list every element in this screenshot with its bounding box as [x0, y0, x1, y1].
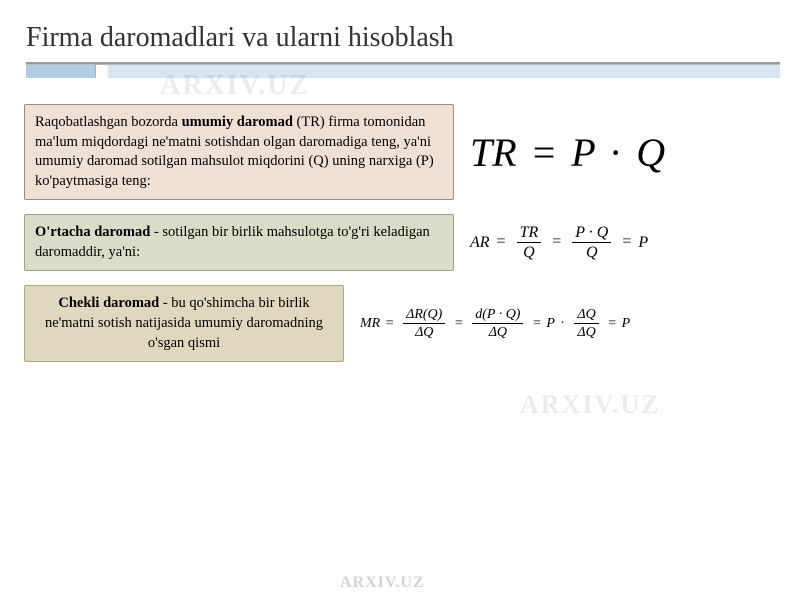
frac-den: ΔQ	[574, 324, 598, 340]
ar-frac-1: TR Q	[517, 224, 542, 262]
mr-description-box: Chekli daromad - bu qo'shimcha bir birli…	[24, 285, 344, 362]
frac-den: Q	[517, 243, 542, 262]
row-mr: Chekli daromad - bu qo'shimcha bir birli…	[24, 285, 776, 362]
ar-lhs: AR	[470, 233, 490, 250]
frac-den: Q	[572, 243, 611, 262]
ar-rhs: P	[638, 233, 648, 250]
row-ar: O'rtacha daromad - sotilgan bir birlik m…	[24, 214, 776, 271]
tr-q: Q	[636, 130, 665, 175]
accent-block-right	[108, 65, 780, 78]
page-title: Firma daromadlari va ularni hisoblash	[26, 22, 780, 54]
mr-lhs: MR	[360, 316, 380, 331]
tr-p: P	[571, 130, 595, 175]
eq-sign: =	[386, 316, 394, 331]
tr-lhs: TR	[470, 130, 517, 175]
title-bar: Firma daromadlari va ularni hisoblash	[0, 0, 800, 86]
frac-den: ΔQ	[472, 324, 523, 340]
dot-operator: ·	[609, 130, 622, 175]
frac-num: ΔQ	[574, 307, 598, 324]
watermark-footer: ARXIV.UZ	[340, 574, 425, 592]
mr-mid-p: P	[546, 316, 554, 331]
accent-gap	[96, 65, 108, 78]
eq-sign: =	[608, 316, 616, 331]
eq-sign: =	[533, 316, 541, 331]
mr-frac-2: d(P · Q) ΔQ	[472, 307, 523, 341]
eq-sign: =	[533, 130, 556, 175]
dot-operator: ·	[560, 316, 565, 331]
frac-num: d(P · Q)	[472, 307, 523, 324]
tr-description-box: Raqobatlashgan bozorda umumiy daromad (T…	[24, 104, 454, 200]
mr-frac-3: ΔQ ΔQ	[574, 307, 598, 341]
content-area: Raqobatlashgan bozorda umumiy daromad (T…	[0, 86, 800, 362]
ar-formula: AR = TR Q = P · Q Q = P	[470, 224, 776, 262]
eq-sign: =	[497, 233, 506, 250]
accent-strip	[26, 64, 780, 78]
eq-sign: =	[552, 233, 561, 250]
frac-num: ΔR(Q)	[403, 307, 445, 324]
ar-description-box: O'rtacha daromad - sotilgan bir birlik m…	[24, 214, 454, 271]
accent-block-left	[26, 65, 96, 78]
eq-sign: =	[455, 316, 463, 331]
mr-formula: MR = ΔR(Q) ΔQ = d(P · Q) ΔQ = P · ΔQ ΔQ …	[360, 307, 776, 341]
mr-frac-1: ΔR(Q) ΔQ	[403, 307, 445, 341]
tr-formula: TR = P · Q	[470, 129, 665, 176]
frac-num: P · Q	[572, 224, 611, 244]
frac-num: TR	[517, 224, 542, 244]
watermark: ARXIV.UZ	[520, 390, 661, 420]
frac-den: ΔQ	[403, 324, 445, 340]
row-tr: Raqobatlashgan bozorda umumiy daromad (T…	[24, 104, 776, 200]
mr-rhs: P	[622, 316, 631, 331]
eq-sign: =	[622, 233, 631, 250]
ar-frac-2: P · Q Q	[572, 224, 611, 262]
